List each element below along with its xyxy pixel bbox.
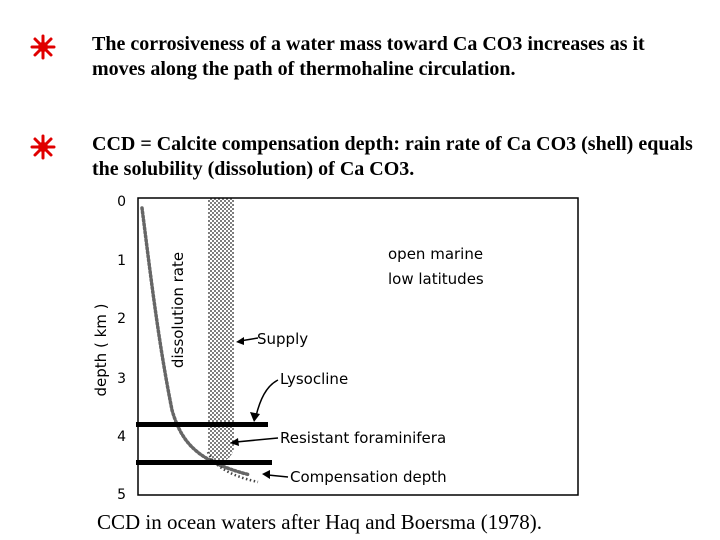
- dissolution-rate-curve: [140, 206, 252, 477]
- supply-label: Supply: [257, 330, 308, 348]
- region-label-line2: low latitudes: [388, 270, 484, 288]
- figure-caption: CCD in ocean waters after Haq and Boersm…: [97, 510, 542, 534]
- y-axis-label: depth ( km ): [92, 304, 110, 397]
- ccd-diagram: 0 1 2 3 4 5 depth ( km ) dissolution rat…: [92, 194, 579, 503]
- y-tick-label: 0: [117, 194, 126, 210]
- compensation-label: Compensation depth: [290, 468, 447, 486]
- region-label-line1: open marine: [388, 245, 483, 263]
- y-tick-label: 2: [117, 311, 126, 327]
- lysocline-label: Lysocline: [280, 370, 348, 388]
- lysocline-arrow: [255, 379, 279, 417]
- lysocline-arrowhead: [250, 412, 260, 422]
- red-star-icon: [30, 34, 56, 60]
- supply-tail: [206, 451, 259, 484]
- y-tick-label: 5: [117, 487, 126, 503]
- bullet-text-1: The corrosiveness of a water mass toward…: [92, 33, 645, 80]
- y-tick-label: 3: [117, 371, 126, 387]
- supply-arrowhead: [236, 337, 244, 345]
- compensation-arrow: [267, 474, 289, 478]
- compensation-depth-bar: [136, 460, 272, 465]
- red-star-icon: [30, 134, 56, 160]
- y-tick-label: 4: [117, 429, 126, 445]
- plot-frame: [137, 197, 579, 496]
- supply-band: [208, 198, 234, 462]
- bullet-text-2: CCD = Calcite compensation depth: rain r…: [92, 133, 693, 180]
- resistant-arrowhead: [230, 438, 239, 446]
- y-tick-label: 1: [117, 253, 126, 269]
- compensation-arrowhead: [262, 470, 270, 479]
- lysocline-bar: [136, 422, 268, 427]
- resistant-label: Resistant foraminifera: [280, 429, 446, 447]
- resistant-arrow: [235, 437, 279, 443]
- curve-label: dissolution rate: [169, 252, 187, 368]
